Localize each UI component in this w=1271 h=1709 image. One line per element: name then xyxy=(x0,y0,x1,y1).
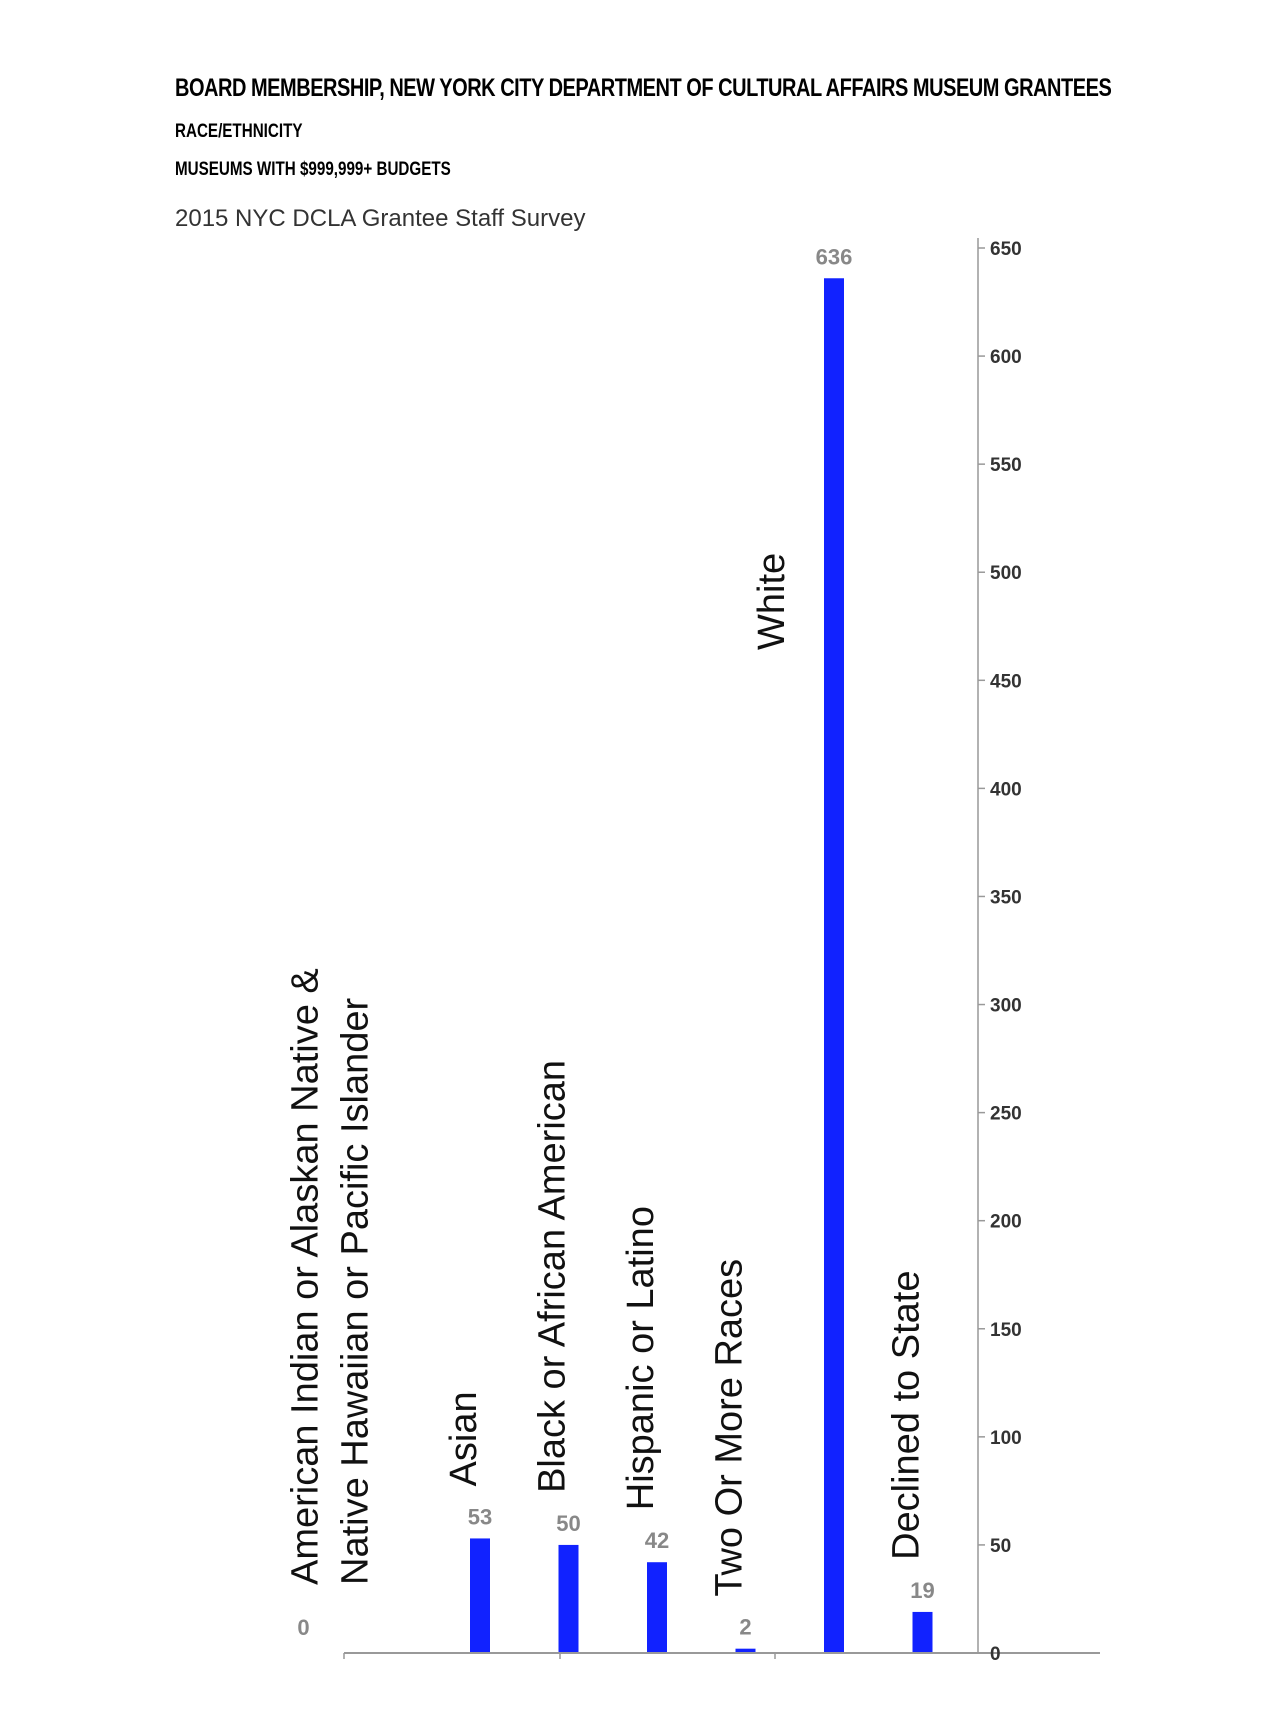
y-tick-label-650: 650 xyxy=(990,239,1022,260)
category-label-2: Black or African American xyxy=(532,1060,574,1493)
category-label-3-line-0: Hispanic or Latino xyxy=(620,1206,662,1510)
category-label-1-line-0: Asian xyxy=(443,1391,485,1486)
value-label-0: 0 xyxy=(297,1615,309,1640)
value-label-3: 42 xyxy=(645,1528,669,1553)
y-tick-label-0: 0 xyxy=(990,1644,1001,1665)
bar-5 xyxy=(824,278,844,1654)
chart-subtitle-budget: MUSEUMS WITH $999,999+ BUDGETS xyxy=(175,159,451,180)
chart-title: BOARD MEMBERSHIP, NEW YORK CITY DEPARTME… xyxy=(175,74,1112,102)
category-label-6: Declined to State xyxy=(886,1271,928,1560)
value-label-1: 53 xyxy=(468,1504,492,1529)
category-label-5-line-0: White xyxy=(751,553,793,650)
value-label-2: 50 xyxy=(556,1511,580,1536)
bar-4 xyxy=(735,1648,756,1653)
y-tick-label-450: 450 xyxy=(990,671,1022,692)
y-tick-label-500: 500 xyxy=(990,563,1022,584)
value-label-4: 2 xyxy=(739,1615,751,1640)
bar-2 xyxy=(558,1544,579,1653)
category-label-6-line-0: Declined to State xyxy=(886,1271,928,1560)
y-tick-label-350: 350 xyxy=(990,887,1022,908)
category-label-4: Two Or More Races xyxy=(709,1259,751,1597)
labels-layer: 0 American Indian or Alaskan Native & Nati… xyxy=(285,244,935,1640)
bar-1 xyxy=(470,1538,490,1653)
category-label-4-line-0: Two Or More Races xyxy=(709,1259,751,1597)
category-label-0-line-1: Native Hawaiian or Pacific Islander xyxy=(335,998,377,1585)
chart-source: 2015 NYC DCLA Grantee Staff Survey xyxy=(175,205,586,232)
category-label-2-line-0: Black or African American xyxy=(532,1060,574,1493)
category-label-1: Asian xyxy=(443,1391,485,1486)
category-label-3: Hispanic or Latino xyxy=(620,1206,662,1510)
y-tick-label-600: 600 xyxy=(990,347,1022,368)
y-tick-label-200: 200 xyxy=(990,1212,1022,1233)
category-label-0: American Indian or Alaskan Native & Nativ… xyxy=(285,968,377,1585)
y-tick-label-300: 300 xyxy=(990,996,1022,1017)
y-tick-label-400: 400 xyxy=(990,779,1022,800)
y-tick-label-550: 550 xyxy=(990,455,1022,476)
bar-6 xyxy=(912,1611,933,1653)
value-label-6: 19 xyxy=(910,1578,934,1603)
y-tick-label-250: 250 xyxy=(990,1104,1022,1125)
category-label-0-line-0: American Indian or Alaskan Native & xyxy=(285,968,327,1585)
y-tick-label-100: 100 xyxy=(990,1428,1022,1449)
chart-subtitle-race: RACE/ETHNICITY xyxy=(175,121,303,142)
bar-3 xyxy=(647,1562,667,1653)
y-tick-label-50: 50 xyxy=(990,1536,1011,1557)
bars-layer xyxy=(470,278,933,1654)
y-tick-label-150: 150 xyxy=(990,1320,1022,1341)
category-label-5: White xyxy=(751,553,793,650)
value-label-5: 636 xyxy=(816,244,853,269)
